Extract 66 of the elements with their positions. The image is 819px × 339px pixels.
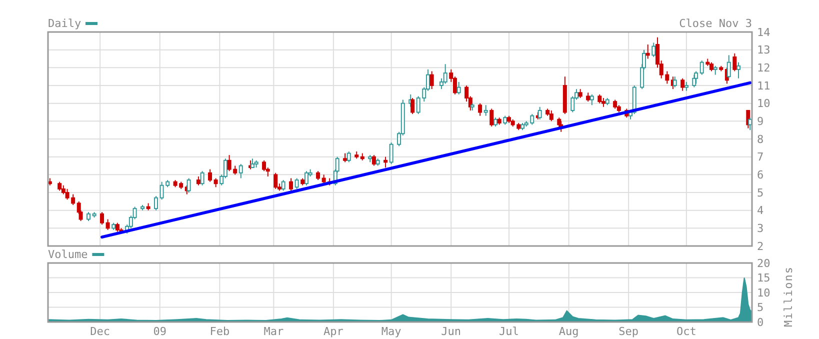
candlestick <box>646 44 650 60</box>
x-tick-label: Apr <box>324 325 344 338</box>
candlestick <box>430 70 434 90</box>
y-tick-label: 15 <box>757 272 770 285</box>
y-tick-label: 12 <box>757 62 770 75</box>
candlestick <box>208 168 212 182</box>
y-tick-label: 14 <box>757 26 771 39</box>
y-tick-label: 10 <box>757 97 770 110</box>
x-tick-label: Dec <box>90 325 110 338</box>
candlestick <box>294 178 299 190</box>
y-tick-label: 8 <box>757 132 764 146</box>
x-tick-label: Oct <box>676 325 696 338</box>
candlestick <box>732 52 737 72</box>
candlestick <box>100 212 104 226</box>
candlestick <box>680 78 685 92</box>
y-tick-label: 7 <box>757 150 764 164</box>
candlestick <box>304 170 308 186</box>
y-tick-label: 6 <box>757 168 764 182</box>
legend-label: Volume <box>48 248 88 261</box>
x-tick-label: Sep <box>618 325 638 338</box>
x-tick-label: Mar <box>264 325 284 338</box>
candlestick <box>372 154 376 166</box>
candlestick <box>456 81 461 95</box>
x-tick-label: Jun <box>441 325 462 338</box>
y-tick-label: 5 <box>757 301 764 314</box>
candlestick <box>389 142 394 164</box>
candlestick <box>549 110 554 122</box>
y-tick-label: 9 <box>757 115 764 128</box>
candlestick <box>274 172 278 190</box>
legend-label: Daily <box>48 17 82 30</box>
y-tick-label: 5 <box>757 186 764 200</box>
candlestick <box>700 60 704 76</box>
candlestick <box>736 62 740 79</box>
y-tick-label: 4 <box>757 204 764 218</box>
candlestick <box>410 97 415 115</box>
text: Close Nov 3 <box>679 17 752 30</box>
candlestick <box>652 42 656 58</box>
x-tick-label: Feb <box>210 325 230 338</box>
candlestick <box>478 102 482 116</box>
y-tick-label: 20 <box>757 256 770 270</box>
x-tick-label: 09 <box>153 325 166 338</box>
y-tick-label: 2 <box>757 240 764 253</box>
candlestick <box>384 156 388 168</box>
candlestick <box>289 178 294 192</box>
candlestick <box>281 180 286 192</box>
candlestick <box>484 104 488 116</box>
candlestick <box>106 218 110 230</box>
candlestick <box>490 108 494 128</box>
candlestick <box>186 178 191 193</box>
candlestick <box>154 196 158 211</box>
candlestick <box>672 76 677 88</box>
y-axis-title: Millions <box>782 266 795 327</box>
y-tick-label: 0 <box>757 316 764 329</box>
candlestick <box>590 94 594 106</box>
candlestick <box>346 150 351 163</box>
candlestick <box>694 70 698 84</box>
y-tick-label: 13 <box>757 44 770 57</box>
candlestick <box>200 170 204 186</box>
y-tick-label: 10 <box>757 286 770 300</box>
candlestick <box>726 54 731 79</box>
x-tick-label: May <box>381 325 402 338</box>
x-tick-label: Aug <box>558 325 579 338</box>
candlestick <box>238 163 243 179</box>
y-tick-label: 3 <box>757 222 764 236</box>
x-tick-label: Jul <box>499 325 519 338</box>
y-tick-label: 11 <box>757 79 770 92</box>
